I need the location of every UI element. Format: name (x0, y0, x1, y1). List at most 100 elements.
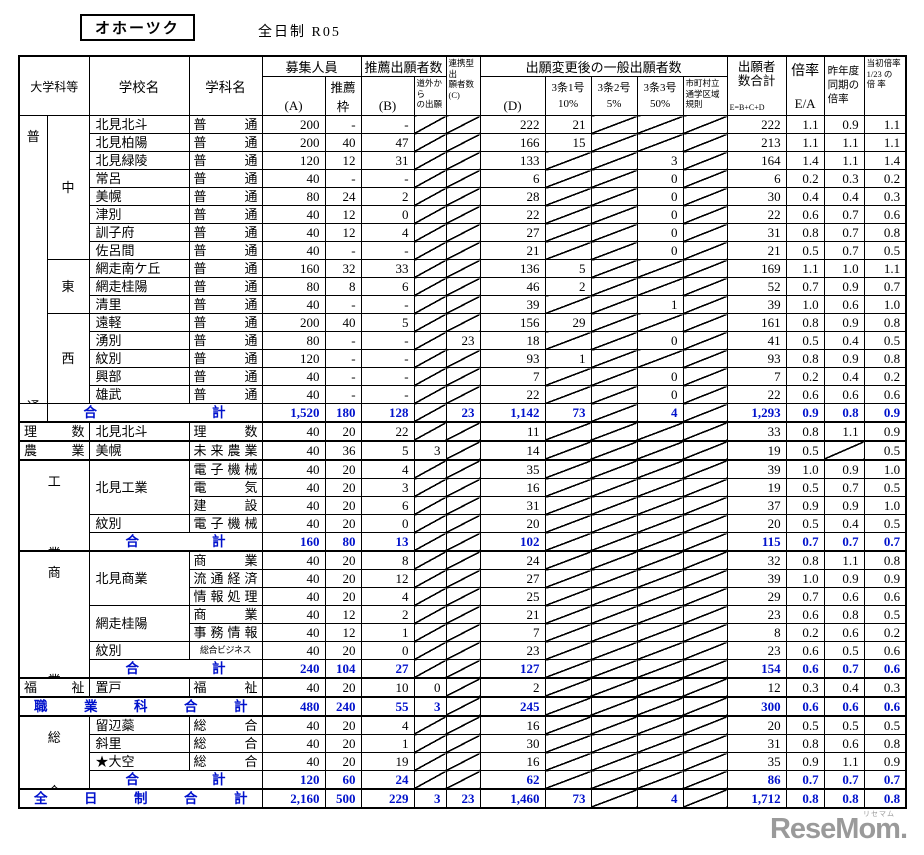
value-cell: 0.2 (863, 367, 907, 386)
na-slash-cell (636, 770, 684, 790)
na-slash-cell (413, 734, 447, 753)
na-slash-cell (636, 677, 684, 698)
value-cell: 0 (413, 677, 447, 698)
na-slash-cell (413, 133, 447, 152)
school-name-cell: 北見北斗 (88, 421, 190, 442)
na-slash-cell (413, 205, 447, 224)
value-cell: 73 (544, 403, 592, 423)
value-cell: 1 (544, 349, 592, 368)
label-char: 通 (244, 117, 258, 132)
na-slash-cell (445, 169, 481, 188)
na-slash-cell (445, 205, 481, 224)
na-slash-cell (590, 223, 638, 242)
na-slash-cell (590, 349, 638, 368)
value-cell: 46 (479, 277, 546, 296)
value-cell: 40 (261, 367, 326, 386)
label-char: 理 (193, 424, 207, 439)
na-slash-cell (445, 514, 481, 533)
label-char: 処 (227, 589, 241, 604)
na-slash-cell (413, 223, 447, 242)
na-slash-cell (445, 313, 481, 332)
value-cell: 0 (636, 331, 684, 350)
na-slash-cell (413, 277, 447, 296)
value-cell: - (360, 385, 415, 404)
na-slash-cell (445, 367, 481, 386)
label-char: 合 (125, 772, 140, 787)
value-cell: 29 (726, 587, 787, 606)
label-char: 業 (84, 699, 98, 714)
value-cell: 0.6 (863, 205, 907, 224)
value-cell: 240 (324, 696, 362, 717)
value-cell: 16 (479, 478, 546, 497)
value-cell: 0.8 (863, 788, 907, 809)
school-name-cell: 北見北斗 (88, 115, 190, 134)
value-cell: 8 (324, 277, 362, 296)
value-cell: 0.3 (823, 169, 865, 188)
value-cell: 5 (360, 440, 415, 461)
label-char: 未 (193, 443, 207, 458)
school-name-cell: 北見工業 (88, 459, 190, 515)
value-cell: 40 (261, 623, 326, 642)
department-cell: 普通 (188, 115, 263, 134)
value-cell: 4 (360, 459, 415, 479)
na-slash-cell (544, 496, 592, 515)
label-char: 制 (134, 791, 148, 806)
label-char: 合 (244, 718, 258, 733)
col-header-category: 大学科等 (18, 55, 90, 116)
na-slash-cell (544, 367, 592, 386)
value-cell: 5 (360, 313, 415, 332)
na-slash-cell (413, 151, 447, 170)
na-slash-cell (636, 133, 684, 152)
na-slash-cell (636, 734, 684, 753)
value-cell: 40 (261, 385, 326, 404)
label-char: 工 (47, 474, 61, 489)
value-cell: 0.9 (863, 569, 907, 588)
department-cell: 流通経済 (188, 569, 263, 588)
ratio-label: 倍率 (791, 64, 820, 79)
value-cell: 0.6 (823, 385, 865, 404)
value-cell: 21 (479, 605, 546, 624)
na-slash-cell (413, 496, 447, 515)
value-cell: 0.5 (785, 478, 825, 497)
value-cell: 0.9 (823, 349, 865, 368)
value-cell: 40 (261, 569, 326, 588)
value-cell: 0.8 (785, 349, 825, 368)
label-char: 通 (244, 189, 258, 204)
value-cell: 0 (636, 385, 684, 404)
value-cell: 0 (636, 367, 684, 386)
na-slash-cell (445, 421, 481, 442)
department-cell: 普通 (188, 313, 263, 332)
value-cell: 0.2 (863, 169, 907, 188)
value-cell: 60 (324, 770, 362, 790)
category-cell: 農業 (18, 440, 90, 461)
department-cell: 普通 (188, 133, 263, 152)
value-cell: 0.2 (863, 623, 907, 642)
value-cell: 0.8 (823, 788, 865, 809)
value-cell: - (324, 241, 362, 260)
total-label-cell: 合計 (88, 532, 263, 552)
table-row: 興部普通 40- -7 0 7 0.2 0.4 0.2 (19, 367, 907, 386)
value-cell: 35 (479, 459, 546, 479)
na-slash-cell (413, 514, 447, 533)
value-cell: 213 (726, 133, 787, 152)
value-cell: 14 (479, 440, 546, 461)
table-row: 電気 40 20 3 16 19 0.5 0.7 0.5 (19, 478, 907, 497)
label-char: 普 (193, 135, 207, 150)
department-cell: 情報処理 (188, 587, 263, 606)
total-label-cell: 合計 (46, 403, 263, 423)
value-cell: 2,160 (261, 788, 326, 809)
value-cell: 12 (324, 151, 362, 170)
table-row: 北見緑陵普通 120 12 31 133 3 164 1.4 1.1 1.4 (19, 151, 907, 170)
table-row: 斜里総合 40 20 1 30 31 0.8 0.6 0.8 (19, 734, 907, 753)
department-cell: 普通 (188, 169, 263, 188)
na-slash-cell (682, 313, 728, 332)
value-cell: 25 (479, 587, 546, 606)
value-cell: 80 (261, 331, 326, 350)
label-char: 合 (184, 791, 198, 806)
district-cell: 中 (46, 115, 90, 260)
label-char: 計 (212, 772, 226, 787)
na-slash-cell (682, 569, 728, 588)
value-cell: 40 (261, 715, 326, 735)
table-row: 工業北見工業電子機械4020435391.00.91.0 (18, 459, 907, 552)
na-slash-cell (590, 331, 638, 350)
